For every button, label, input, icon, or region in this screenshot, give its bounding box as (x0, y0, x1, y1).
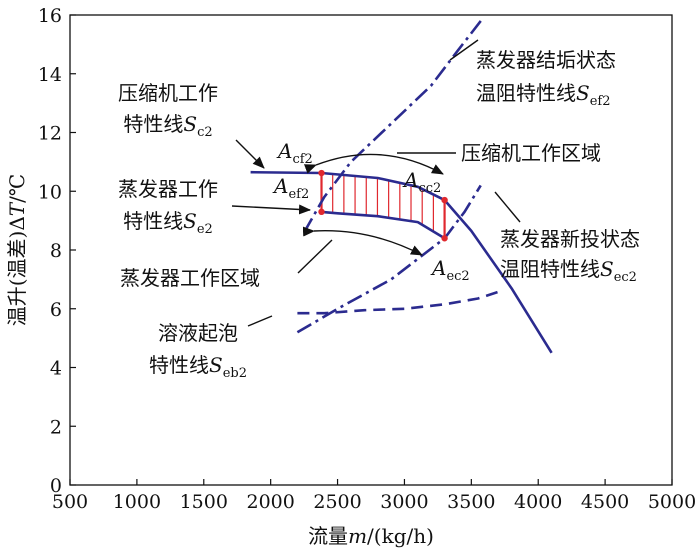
x-axis-ticks: 500 1000 1500 2000 2500 3000 3500 4000 4500 5000 (52, 479, 696, 513)
point-a-ec2 (441, 235, 448, 242)
evaporator-region-arc (302, 226, 423, 256)
foaming-curve-leader (247, 315, 273, 327)
y-axis-ticks: 0 2 4 6 8 10 12 14 16 (38, 5, 76, 497)
point-a-ef2 (318, 208, 325, 216)
y-tick-label: 6 (50, 299, 62, 321)
foaming-curve-label-line2: 特性线Seb2 (149, 353, 247, 381)
x-axis-title: 流量m/(kg/h) (308, 524, 434, 548)
x-tick-label: 4500 (581, 491, 629, 513)
point-label-a-ec2: Aec2 (430, 256, 470, 284)
new-curve-leader (494, 191, 521, 223)
new-curve-label-line1: 蒸发器新投状态 (500, 227, 640, 251)
point-label-a-cf2: Acf2 (276, 139, 313, 167)
y-tick-label: 2 (50, 416, 62, 438)
evaporator-curve-label-line1: 蒸发器工作 (118, 177, 218, 201)
fouled-curve-label-line2: 温阻特性线Sef2 (476, 81, 610, 109)
y-tick-label: 0 (50, 475, 62, 497)
point-label-a-ef2: Aef2 (272, 174, 309, 202)
point-label-a-cc2: Acc2 (402, 168, 441, 196)
hatch-region (320, 173, 446, 239)
point-a-cc2 (441, 196, 448, 204)
x-tick-label: 1000 (113, 491, 161, 513)
x-tick-label: 4000 (514, 491, 562, 513)
y-tick-label: 10 (38, 181, 62, 203)
y-tick-label: 8 (50, 240, 62, 262)
x-tick-label: 500 (52, 491, 88, 513)
compressor-region-label: 压缩机工作区域 (461, 141, 601, 165)
x-tick-label: 5000 (648, 491, 696, 513)
fouled-curve-leader (449, 39, 479, 61)
x-tick-label: 3000 (380, 491, 428, 513)
evaporator-region-label: 蒸发器工作区域 (120, 266, 260, 290)
y-tick-label: 4 (50, 358, 62, 380)
compressor-region-arc (303, 153, 444, 175)
series-line-sef2 (302, 18, 484, 234)
evaporator-region-leader (297, 239, 333, 274)
series-line-sec2 (296, 184, 482, 334)
compressor-curve-label-line1: 压缩机工作 (118, 81, 218, 105)
point-a-cf2 (318, 169, 325, 177)
x-tick-label: 1500 (180, 491, 228, 513)
evaporator-curve-label-line2: 特性线Se2 (123, 209, 213, 237)
series-line-seb2 (297, 289, 502, 315)
compressor-curve-leader (235, 139, 265, 169)
compressor-curve-label-line2: 特性线Sc2 (123, 112, 212, 140)
y-tick-label: 12 (38, 123, 62, 145)
series-line-se2 (320, 210, 446, 240)
y-tick-label: 16 (38, 5, 62, 27)
foaming-curve-label-line1: 溶液起泡 (158, 321, 238, 345)
x-tick-label: 3500 (447, 491, 495, 513)
y-axis-title: 温升(温差)ΔT/℃ (5, 174, 29, 327)
new-curve-label-line2: 温阻特性线Sec2 (500, 257, 637, 285)
evaporator-curve-leader (231, 204, 311, 215)
fouled-curve-label-line1: 蒸发器结垢状态 (476, 48, 616, 72)
x-tick-label: 2500 (313, 491, 361, 513)
x-tick-label: 2000 (246, 491, 294, 513)
y-tick-label: 14 (38, 64, 62, 86)
